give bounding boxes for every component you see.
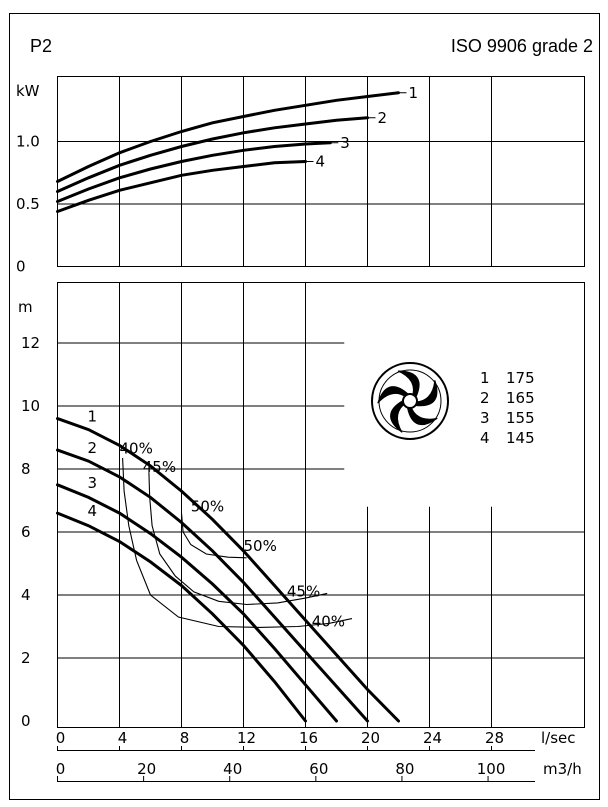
head-curve-1 bbox=[58, 419, 399, 721]
head-y-unit: m bbox=[18, 298, 33, 316]
diameter-legend: 1 175 2 165 3 155 4 145 bbox=[480, 369, 535, 447]
flow-tick-label: 28 bbox=[485, 729, 504, 747]
volume-axis: 0 20 40 60 80 100 bbox=[56, 760, 535, 782]
legend-number: 3 bbox=[480, 409, 490, 427]
header-right-title: ISO 9906 grade 2 bbox=[451, 36, 593, 56]
volume-tick-label: 60 bbox=[309, 760, 328, 778]
head-y-tick-label: 0 bbox=[21, 712, 31, 730]
power-y-tick-label: 0.5 bbox=[16, 195, 40, 213]
volume-tick-label: 40 bbox=[223, 760, 242, 778]
head-curve-3 bbox=[58, 485, 337, 721]
efficiency-label: 45% bbox=[287, 583, 320, 601]
flow-tick-label: 20 bbox=[361, 729, 380, 747]
legend-number: 2 bbox=[480, 389, 490, 407]
flow-axis-unit: l/sec bbox=[541, 729, 576, 747]
legend-number: 1 bbox=[480, 369, 490, 387]
head-y-tick-label: 2 bbox=[21, 649, 31, 667]
head-panel-frame bbox=[58, 283, 585, 728]
flow-tick-label: 0 bbox=[56, 729, 66, 747]
flow-tick-label: 4 bbox=[118, 729, 128, 747]
head-curve-label: 1 bbox=[88, 408, 98, 426]
head-curves: 1 2 3 4 bbox=[58, 408, 399, 721]
flow-tick-label: 16 bbox=[299, 729, 318, 747]
head-curve-label: 3 bbox=[88, 474, 98, 492]
head-y-ticks: 0 2 4 6 8 10 12 bbox=[21, 334, 40, 730]
power-curve-label: 1 bbox=[409, 84, 419, 102]
head-curve-label: 2 bbox=[88, 439, 98, 457]
power-y-tick-label: 0 bbox=[16, 258, 26, 276]
flow-axis: 0 4 8 12 16 20 24 28 bbox=[56, 729, 535, 751]
head-y-tick-label: 10 bbox=[21, 397, 40, 415]
head-y-tick-label: 4 bbox=[21, 586, 31, 604]
header-left-title: P2 bbox=[30, 36, 52, 56]
flow-tick-label: 24 bbox=[423, 729, 442, 747]
volume-axis-unit: m3/h bbox=[543, 760, 582, 778]
power-curve-label: 4 bbox=[316, 153, 326, 171]
impeller-icon bbox=[372, 363, 448, 439]
head-y-tick-label: 8 bbox=[21, 460, 31, 478]
power-curve-label: 2 bbox=[378, 109, 388, 127]
volume-tick-label: 100 bbox=[477, 760, 506, 778]
volume-tick-label: 0 bbox=[56, 760, 66, 778]
flow-tick-label: 8 bbox=[180, 729, 190, 747]
head-y-tick-label: 12 bbox=[21, 334, 40, 352]
head-y-tick-label: 6 bbox=[21, 523, 31, 541]
flow-tick-label: 12 bbox=[237, 729, 256, 747]
efficiency-label: 45% bbox=[143, 458, 176, 476]
legend-diameter: 155 bbox=[506, 409, 535, 427]
power-curves: 1 2 34 bbox=[58, 84, 419, 212]
power-curve-label: 3 bbox=[340, 134, 350, 152]
power-y-ticks: 0 0.5 1.0 bbox=[16, 133, 40, 276]
power-y-unit: kW bbox=[16, 82, 40, 100]
power-y-tick-label: 1.0 bbox=[16, 133, 40, 151]
efficiency-label: 40% bbox=[120, 439, 153, 457]
head-grid bbox=[58, 283, 585, 728]
legend-diameter: 175 bbox=[506, 369, 535, 387]
legend-diameter: 165 bbox=[506, 389, 535, 407]
efficiency-label: 50% bbox=[244, 537, 277, 555]
head-curve-label: 4 bbox=[88, 502, 98, 520]
legend-diameter: 145 bbox=[506, 429, 535, 447]
volume-tick-label: 80 bbox=[395, 760, 414, 778]
volume-tick-label: 20 bbox=[137, 760, 156, 778]
legend-number: 4 bbox=[480, 429, 490, 447]
efficiency-label: 40% bbox=[312, 613, 345, 631]
efficiency-label: 50% bbox=[191, 498, 224, 516]
power-panel: 0 0.5 1.0 kW 1 2 34 bbox=[16, 77, 585, 276]
